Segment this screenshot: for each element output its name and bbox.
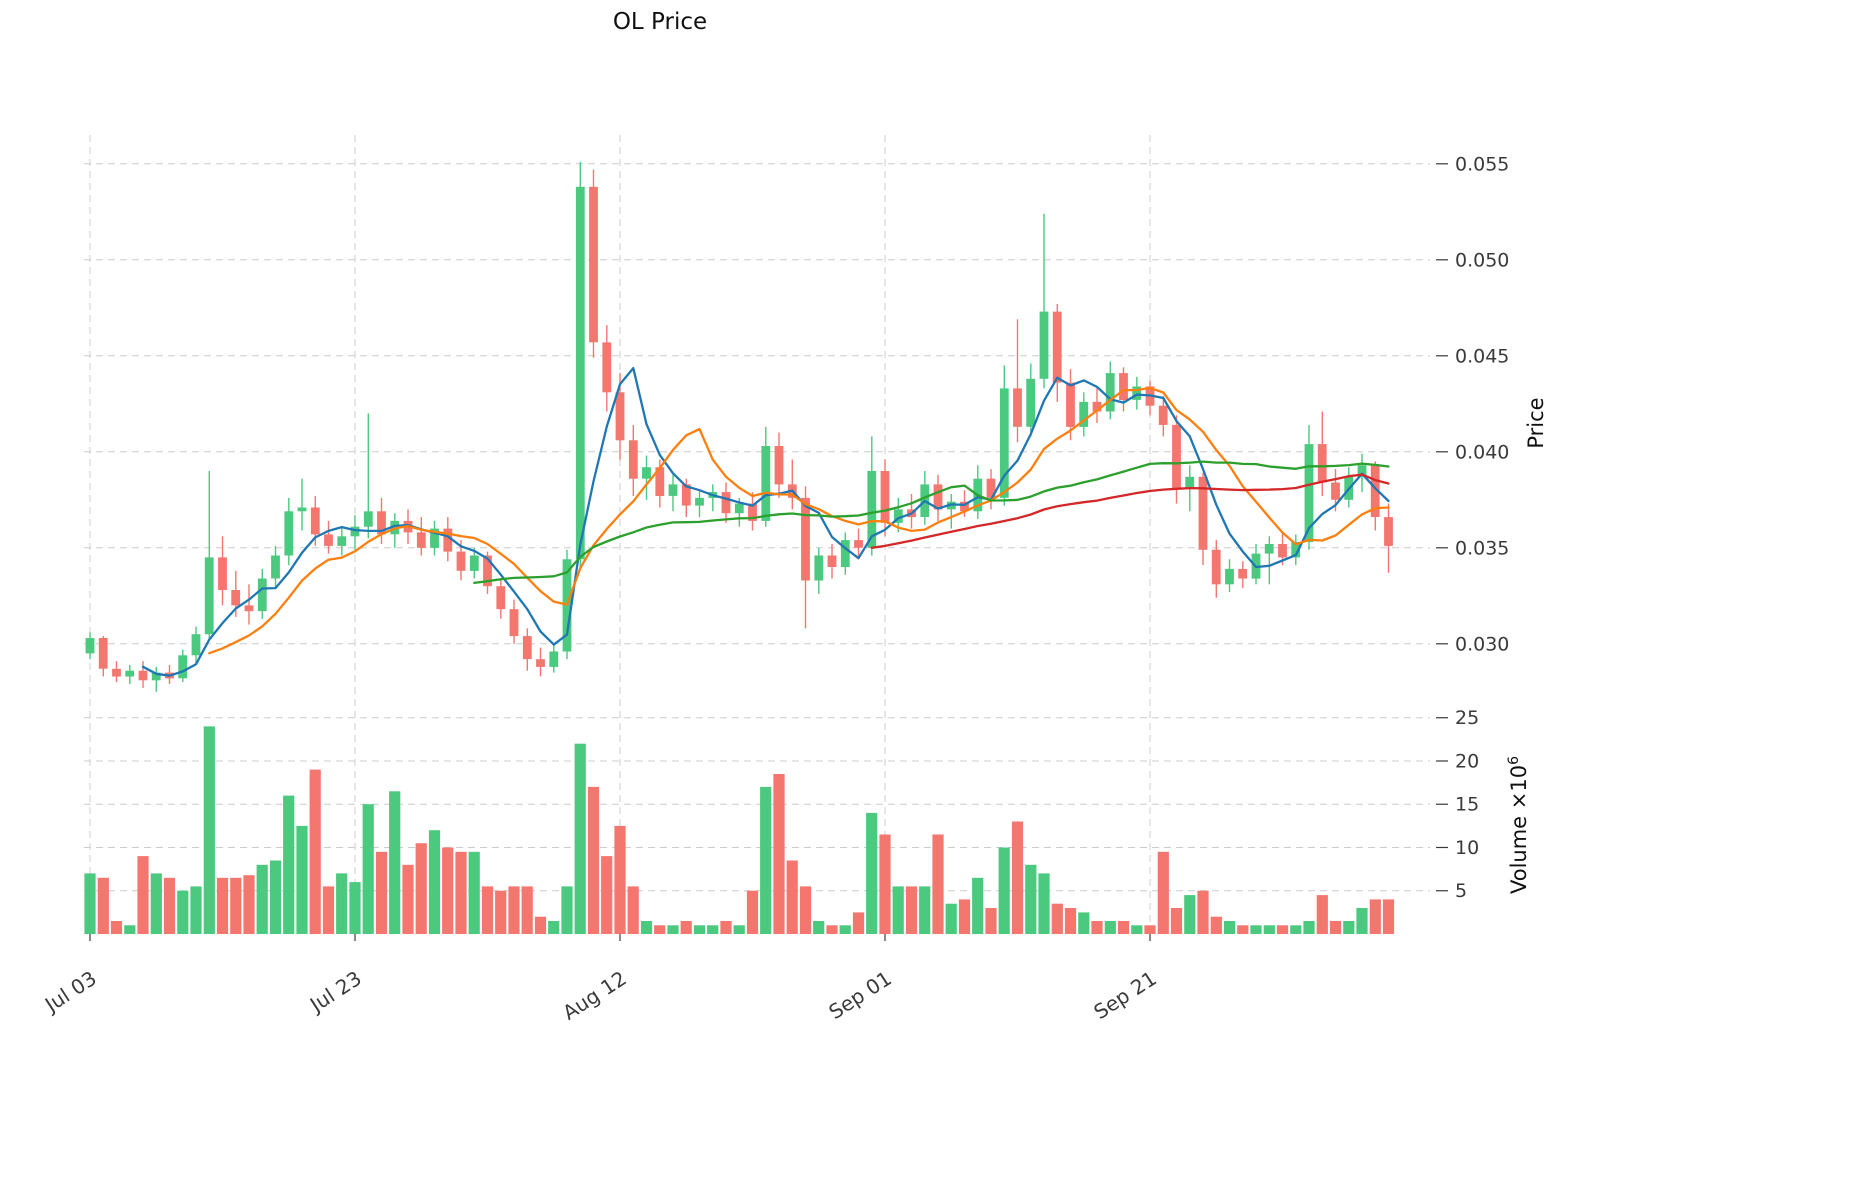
volume-axis-label: Volume ×106 [1506,756,1531,894]
price-tick-label: 0.050 [1455,249,1509,271]
volume-tick-label: 5 [1455,880,1467,902]
ma30-line [473,460,1390,585]
volume-tick-label: 15 [1455,794,1479,816]
date-tick-label: Jul 23 [304,966,366,1018]
ma10-line [208,386,1390,655]
date-tick-label: Sep 21 [1089,966,1160,1024]
price-tick-label: 0.055 [1455,153,1509,175]
chart-title: OL Price [612,9,708,35]
price-tick-label: 0.045 [1455,345,1509,367]
ma5-line [141,366,1390,677]
ma60-line [870,473,1390,549]
volume-tick-label: 20 [1455,751,1479,773]
price-axis-label: Price [1524,397,1548,448]
moving-average-lines [141,366,1390,677]
date-tick-label: Sep 01 [824,966,895,1024]
volume-bars [84,726,1395,934]
volume-tick-label: 10 [1455,837,1479,859]
price-tick-label: 0.035 [1455,537,1509,559]
date-tick-label: Jul 03 [39,966,101,1018]
date-tick-label: Aug 12 [558,966,630,1025]
price-tick-label: 0.030 [1455,633,1509,655]
volume-tick-label: 25 [1455,707,1479,729]
price-tick-label: 0.040 [1455,441,1509,463]
